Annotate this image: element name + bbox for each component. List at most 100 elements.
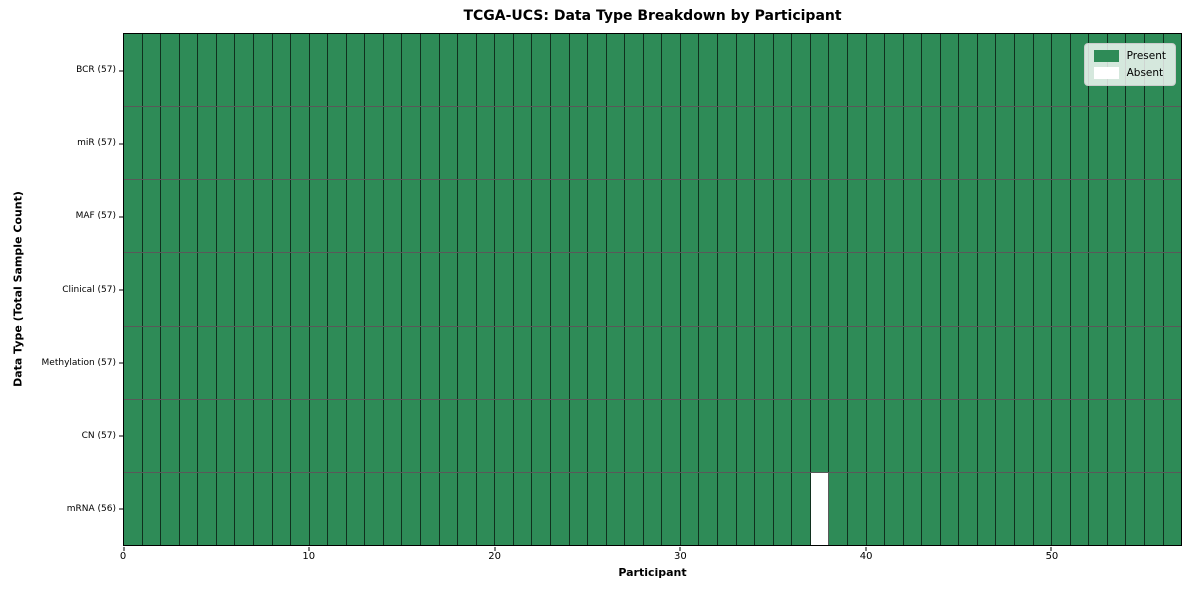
heatmap-cell-present — [959, 180, 978, 253]
heatmap-cell-present — [161, 180, 180, 253]
heatmap-cell-present — [179, 253, 199, 326]
x-tick-mark — [308, 546, 310, 551]
heatmap-cell-present — [402, 472, 421, 545]
heatmap-cell-present — [179, 107, 199, 180]
heatmap-cell-present — [1163, 399, 1182, 472]
plot-area — [119, 33, 1182, 551]
heatmap-cell-present — [532, 472, 551, 545]
heatmap-cell-present — [328, 107, 347, 180]
heatmap-cell-present — [792, 399, 811, 472]
heatmap-cell-present — [253, 34, 273, 107]
legend-label: Present — [1126, 50, 1166, 62]
heatmap-cell-present — [977, 107, 997, 180]
heatmap-cell-present — [458, 399, 477, 472]
heatmap-cell-present — [1070, 107, 1090, 180]
heatmap-cell-present — [476, 326, 496, 399]
heatmap-cell-present — [421, 326, 440, 399]
heatmap-cell-present — [550, 472, 570, 545]
heatmap-cell-present — [569, 180, 589, 253]
heatmap-cell-present — [885, 472, 904, 545]
heatmap-cell-present — [1033, 180, 1053, 253]
heatmap-cell-present — [625, 472, 644, 545]
heatmap-cell-present — [235, 326, 254, 399]
heatmap-cell-present — [866, 253, 886, 326]
heatmap-cell-present — [829, 253, 848, 326]
heatmap-cell-present — [588, 34, 607, 107]
heatmap-cell-present — [272, 326, 292, 399]
x-tick-label: 50 — [1045, 551, 1059, 562]
heatmap-cell-present — [402, 180, 421, 253]
heatmap-cell-present — [1015, 253, 1034, 326]
heatmap-cell-present — [1126, 253, 1145, 326]
heatmap-cell-present — [1070, 472, 1090, 545]
heatmap-cell-present — [179, 399, 199, 472]
heatmap-cell-present — [922, 180, 941, 253]
x-tick-labels: 0 10 20 30 40 50 — [120, 551, 1182, 565]
heatmap-row — [124, 399, 1182, 473]
heatmap-cell-present — [1163, 472, 1182, 545]
heatmap-cell-present — [903, 34, 923, 107]
heatmap-cell-present — [866, 34, 886, 107]
heatmap-cell-present — [309, 472, 329, 545]
heatmap-cell-present — [1089, 472, 1108, 545]
heatmap-cell-present — [773, 180, 793, 253]
heatmap-cell-present — [142, 472, 162, 545]
heatmap-cell-present — [1015, 34, 1034, 107]
heatmap-cell-present — [773, 472, 793, 545]
heatmap-cell-present — [755, 180, 774, 253]
y-tick-label: MAF (57) — [75, 211, 116, 222]
heatmap-cell-present — [1107, 107, 1127, 180]
heatmap-cell-present — [235, 34, 254, 107]
heatmap-cell-present — [829, 34, 848, 107]
heatmap-cell-present — [773, 399, 793, 472]
heatmap-cell-present — [1163, 253, 1182, 326]
heatmap-cell-present — [365, 180, 384, 253]
heatmap-cell-absent — [810, 472, 830, 545]
heatmap-cell-present — [810, 180, 830, 253]
heatmap-cell-present — [588, 326, 607, 399]
heatmap-cell-present — [513, 326, 533, 399]
heatmap-cell-present — [198, 34, 217, 107]
heatmap-cell-present — [977, 253, 997, 326]
y-tick-labels: BCR (57) miR (57) MAF (57) Clinical (57) Met… — [0, 33, 116, 546]
heatmap-cell-present — [179, 180, 199, 253]
heatmap-cell-present — [513, 34, 533, 107]
heatmap-cell-present — [959, 326, 978, 399]
y-tick-mark — [119, 143, 123, 144]
heatmap-cell-present — [959, 107, 978, 180]
heatmap-cell-present — [718, 107, 737, 180]
heatmap-cell-present — [588, 180, 607, 253]
heatmap-cell-present — [161, 472, 180, 545]
heatmap-cell-present — [755, 34, 774, 107]
x-tick-label: 40 — [859, 551, 873, 562]
x-tick-mark — [494, 546, 496, 551]
heatmap-cell-present — [309, 34, 329, 107]
heatmap-cell-present — [142, 180, 162, 253]
heatmap-cell-present — [680, 253, 700, 326]
heatmap-cell-present — [977, 399, 997, 472]
heatmap-cell-present — [866, 399, 886, 472]
heatmap-cell-present — [421, 180, 440, 253]
heatmap-cell-present — [439, 253, 459, 326]
heatmap-cell-present — [606, 107, 626, 180]
heatmap-cell-present — [940, 399, 960, 472]
heatmap-cell-present — [439, 34, 459, 107]
heatmap-cell-present — [253, 253, 273, 326]
heatmap-cell-present — [773, 107, 793, 180]
heatmap-cell-present — [513, 253, 533, 326]
legend: Present Absent — [1083, 43, 1176, 86]
heatmap-cell-present — [662, 472, 681, 545]
heatmap-cell-present — [328, 34, 347, 107]
heatmap-cell-present — [216, 399, 236, 472]
x-tick-label: 20 — [488, 551, 501, 562]
heatmap-row — [124, 180, 1182, 254]
heatmap-cell-present — [272, 180, 292, 253]
heatmap-cell-present — [903, 399, 923, 472]
heatmap-cell-present — [1126, 180, 1145, 253]
heatmap-cell-present — [588, 472, 607, 545]
heatmap-cell-present — [513, 107, 533, 180]
heatmap-cell-present — [142, 326, 162, 399]
heatmap-cell-present — [179, 472, 199, 545]
heatmap-cell-present — [736, 34, 756, 107]
heatmap-cell-present — [421, 107, 440, 180]
